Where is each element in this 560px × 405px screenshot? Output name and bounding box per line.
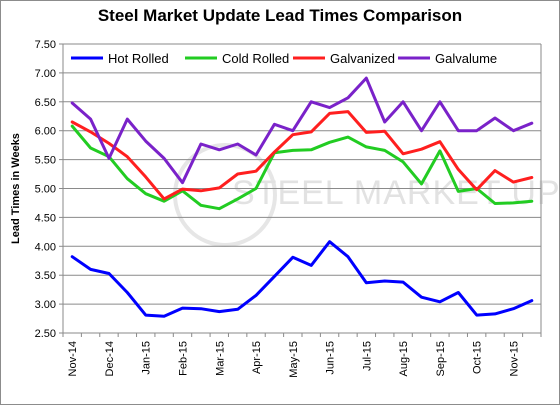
series-lines — [70, 76, 534, 318]
x-tick-label: Jul-15 — [361, 341, 373, 371]
y-tick-label: 7.00 — [35, 68, 56, 80]
legend-label-galvanized: Galvanized — [330, 51, 395, 66]
y-tick-label: 6.00 — [35, 126, 56, 138]
x-tick-label: May-15 — [288, 341, 300, 378]
y-tick-label: 4.00 — [35, 241, 56, 253]
y-tick-label: 5.50 — [35, 155, 56, 167]
x-tick-label: Nov-15 — [508, 341, 520, 376]
x-tick-label: Jan-15 — [141, 341, 153, 375]
series-line-hot-rolled — [70, 240, 534, 318]
legend-label-cold-rolled: Cold Rolled — [222, 51, 289, 66]
legend-label-hot-rolled: Hot Rolled — [108, 51, 169, 66]
x-tick-label: Sep-15 — [435, 341, 447, 376]
chart-title: Steel Market Update Lead Times Compariso… — [97, 6, 463, 25]
x-tick-label: Aug-15 — [398, 341, 410, 376]
legend: Hot Rolled Cold Rolled Galvanized Galvalume — [71, 51, 497, 66]
legend-label-galvalume: Galvalume — [435, 51, 497, 66]
x-tick-label: Jun-15 — [325, 341, 337, 375]
x-tick-label: Mar-15 — [214, 341, 226, 376]
y-tick-label: 3.00 — [35, 299, 56, 311]
x-tick-label: Feb-15 — [178, 341, 190, 376]
x-tick-label: Dec-14 — [104, 341, 116, 376]
y-tick-label: 5.00 — [35, 184, 56, 196]
watermark-text: STEEL MARKET UPDATE — [232, 174, 560, 212]
x-tick-label: Oct-15 — [472, 341, 484, 374]
y-axis-title: Lead Times in Weeks — [10, 133, 22, 244]
y-tick-label: 6.50 — [35, 97, 56, 109]
series-line-galvalume — [70, 76, 534, 185]
axes — [62, 44, 542, 337]
x-tick-labels: Nov-14 Dec-14 Jan-15 Feb-15 Mar-15 Apr-15 May-… — [67, 341, 520, 378]
y-tick-label: 7.50 — [35, 39, 56, 51]
series-line-galvanized — [70, 110, 534, 201]
y-tick-labels: 2.50 3.00 3.50 4.00 4.50 5.00 5.50 6.00 6.50 7.00… — [35, 39, 56, 340]
y-tick-label: 4.50 — [35, 212, 56, 224]
y-tick-label: 2.50 — [35, 328, 56, 340]
series-line-cold-rolled — [70, 124, 534, 211]
x-tick-label: Apr-15 — [251, 341, 263, 374]
y-tick-label: 3.50 — [35, 270, 56, 282]
x-tick-label: Nov-14 — [67, 341, 79, 376]
